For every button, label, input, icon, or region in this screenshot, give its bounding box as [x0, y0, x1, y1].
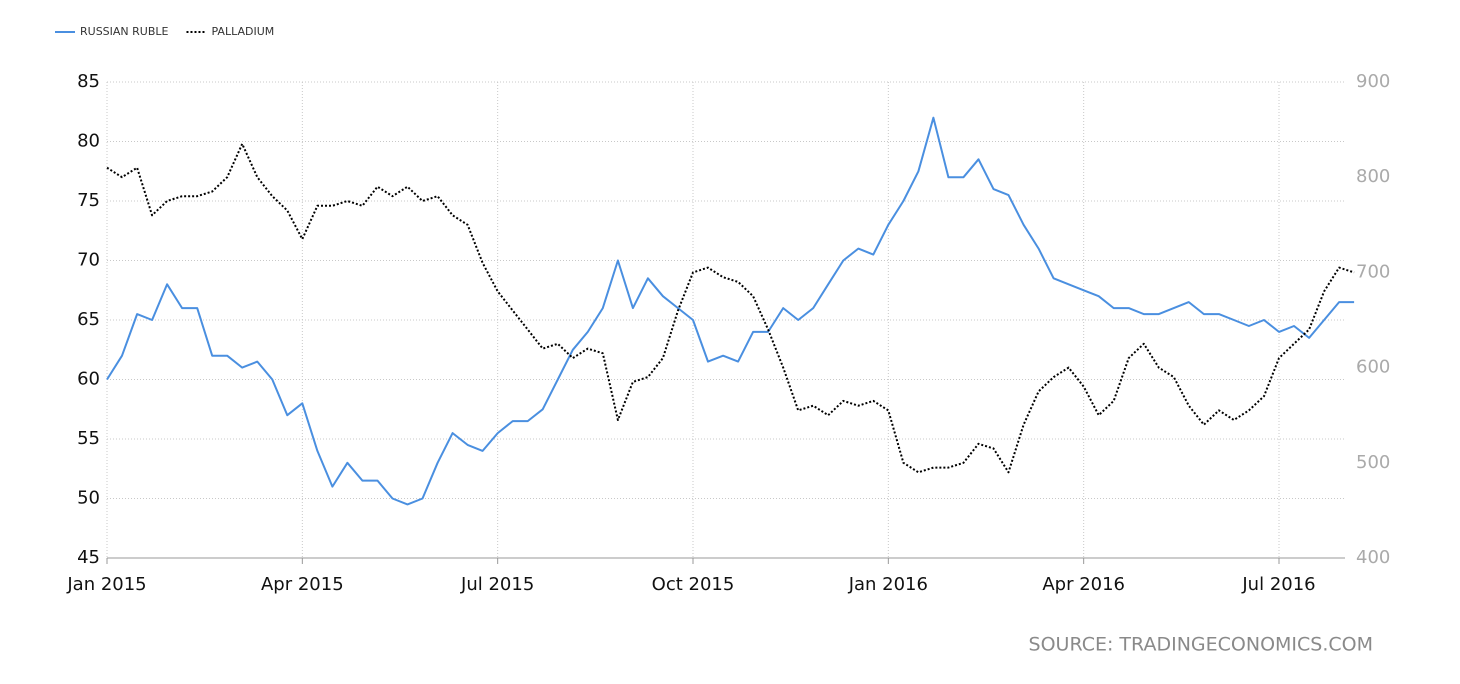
y-tick-label: 70	[77, 250, 100, 271]
series-line	[106, 142, 1355, 474]
x-tick-label: Jul 2015	[460, 574, 534, 595]
y-tick-label: 85	[77, 71, 100, 92]
y2-tick-label: 400	[1356, 547, 1390, 568]
x-tick-label: Apr 2015	[261, 574, 344, 595]
y-tick-label: 65	[77, 309, 100, 330]
y-tick-label: 55	[77, 428, 100, 449]
legend-label: RUSSIAN RUBLE	[80, 25, 169, 38]
x-tick-label: Jul 2016	[1241, 574, 1315, 595]
y2-tick-label: 900	[1356, 71, 1390, 92]
y-tick-label: 45	[77, 547, 100, 568]
y2-tick-label: 600	[1356, 357, 1390, 378]
y-tick-label: 80	[77, 131, 100, 152]
y-tick-label: 60	[77, 369, 100, 390]
x-tick-label: Oct 2015	[652, 574, 735, 595]
source: SOURCE: TRADINGECONOMICS.COM	[1029, 634, 1373, 656]
x-tick-label: Jan 2016	[848, 574, 928, 595]
x-tick-label: Jan 2015	[66, 574, 146, 595]
y-tick-label: 75	[77, 190, 100, 211]
x-tick-label: Apr 2016	[1042, 574, 1125, 595]
legend-label: PALLADIUM	[211, 25, 274, 38]
y2-tick-label: 500	[1356, 452, 1390, 473]
y-tick-label: 50	[77, 488, 100, 509]
y2-tick-label: 800	[1356, 166, 1390, 187]
series-line	[106, 116, 1355, 506]
y2-tick-label: 700	[1356, 261, 1390, 282]
